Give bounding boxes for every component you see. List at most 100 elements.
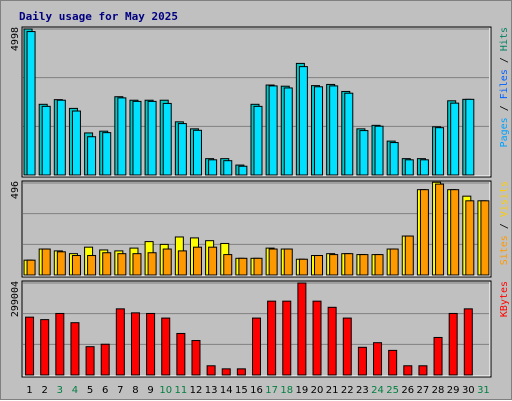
bar-sites-day-20 [314, 255, 324, 276]
day-label-16: 16 [250, 385, 263, 396]
bar-kbytes-day-6 [100, 343, 110, 376]
bar-kbytes-day-24 [373, 342, 383, 376]
bar-files-day-6 [102, 132, 112, 176]
bar-kbytes-day-2 [40, 319, 50, 376]
bar-files-day-30 [465, 98, 475, 176]
axis-max-label: 4998 [10, 27, 21, 51]
bar-sites-day-19 [298, 258, 308, 276]
day-label-4: 4 [72, 385, 78, 396]
bar-sites-day-25 [389, 248, 399, 276]
bar-files-day-27 [419, 159, 429, 176]
bar-sites-day-14 [223, 254, 233, 276]
day-label-28: 28 [432, 385, 445, 396]
bar-sites-day-27 [419, 189, 429, 276]
legend-entry: Sites [499, 235, 510, 265]
day-label-20: 20 [311, 385, 324, 396]
bar-kbytes-day-29 [448, 312, 458, 376]
bar-kbytes-day-23 [357, 346, 367, 376]
day-label-2: 2 [42, 385, 48, 396]
bar-files-day-29 [450, 102, 460, 176]
bar-sites-day-30 [465, 200, 475, 276]
bar-files-day-23 [359, 130, 369, 176]
bar-sites-day-16 [253, 257, 263, 276]
chart-title: Daily usage for May 2025 [19, 10, 178, 23]
bar-files-day-7 [117, 97, 127, 176]
day-label-15: 15 [235, 385, 248, 396]
bar-files-day-28 [435, 127, 445, 176]
bar-sites-day-18 [283, 248, 293, 276]
bar-kbytes-day-8 [130, 312, 140, 376]
bar-kbytes-day-3 [55, 312, 65, 376]
panel-legend: Sites / Visits [499, 181, 510, 265]
bar-kbytes-day-13 [206, 365, 216, 376]
day-label-23: 23 [356, 385, 369, 396]
day-label-3: 3 [57, 385, 63, 396]
bar-sites-day-29 [450, 189, 460, 276]
panel-legend: Pages / Files / Hits [499, 27, 510, 147]
bar-kbytes-day-30 [463, 308, 473, 376]
bar-files-day-19 [298, 66, 308, 176]
bar-sites-day-22 [344, 253, 354, 276]
day-label-14: 14 [220, 385, 233, 396]
bar-kbytes-day-7 [115, 308, 125, 376]
legend-entry: Visits [499, 181, 510, 217]
bar-sites-day-6 [102, 252, 112, 276]
bar-sites-day-2 [41, 248, 51, 276]
day-label-8: 8 [132, 385, 138, 396]
legend-entry: / [499, 99, 510, 117]
bar-files-day-1 [26, 31, 36, 176]
bar-files-day-13 [208, 159, 218, 176]
day-label-7: 7 [117, 385, 123, 396]
bar-files-day-3 [56, 99, 66, 176]
bar-files-day-9 [147, 100, 157, 176]
bar-sites-day-12 [192, 246, 202, 276]
bar-files-day-15 [238, 165, 248, 176]
bar-sites-day-31 [480, 200, 490, 276]
day-label-31: 31 [477, 385, 490, 396]
day-label-24: 24 [371, 385, 384, 396]
legend-entry: / [499, 217, 510, 235]
bar-kbytes-day-28 [433, 336, 443, 376]
bar-files-day-8 [132, 100, 142, 176]
bar-sites-day-5 [87, 255, 97, 276]
bar-sites-day-17 [268, 248, 278, 276]
bar-files-day-14 [223, 160, 233, 176]
bar-files-day-20 [314, 86, 324, 176]
bar-files-day-26 [404, 159, 414, 176]
day-label-17: 17 [265, 385, 278, 396]
bar-kbytes-day-15 [236, 368, 246, 376]
bar-kbytes-day-17 [267, 300, 277, 376]
day-label-11: 11 [174, 385, 187, 396]
bar-files-day-11 [177, 123, 187, 176]
bar-kbytes-day-1 [25, 316, 35, 376]
bar-sites-day-1 [26, 259, 36, 276]
chart-panels: 4998 Pages / Files / Hits 496 Sites / Visit… [10, 26, 510, 378]
bar-files-day-4 [71, 110, 81, 176]
bar-sites-day-21 [329, 254, 339, 276]
bar-files-day-5 [87, 136, 97, 176]
bar-sites-day-15 [238, 257, 248, 276]
bar-sites-day-9 [147, 252, 157, 276]
axis-max-label: 496 [10, 181, 21, 199]
day-labels: 1 2 3 4 5 6 7 8 9 10 11 12 13 14 15 16 17 18 19 20 21 22 23 24 2… [26, 385, 489, 396]
day-label-19: 19 [296, 385, 309, 396]
day-label-26: 26 [401, 385, 414, 396]
bar-sites-day-26 [404, 235, 414, 276]
day-label-25: 25 [386, 385, 399, 396]
bar-sites-day-24 [374, 254, 384, 276]
bar-kbytes-day-19 [297, 282, 307, 376]
bar-kbytes-day-12 [191, 340, 201, 376]
day-label-1: 1 [26, 385, 32, 396]
bar-kbytes-day-14 [221, 368, 231, 376]
bar-kbytes-day-21 [327, 306, 337, 376]
bar-files-day-18 [283, 87, 293, 176]
bar-kbytes-day-5 [85, 346, 95, 376]
bar-sites-day-11 [177, 250, 187, 276]
bar-sites-day-23 [359, 254, 369, 276]
bar-files-day-12 [192, 129, 202, 176]
panel-top: 4998 Pages / Files / Hits [10, 26, 510, 178]
bar-files-day-22 [344, 92, 354, 176]
day-label-6: 6 [102, 385, 108, 396]
bar-sites-day-13 [208, 246, 218, 276]
